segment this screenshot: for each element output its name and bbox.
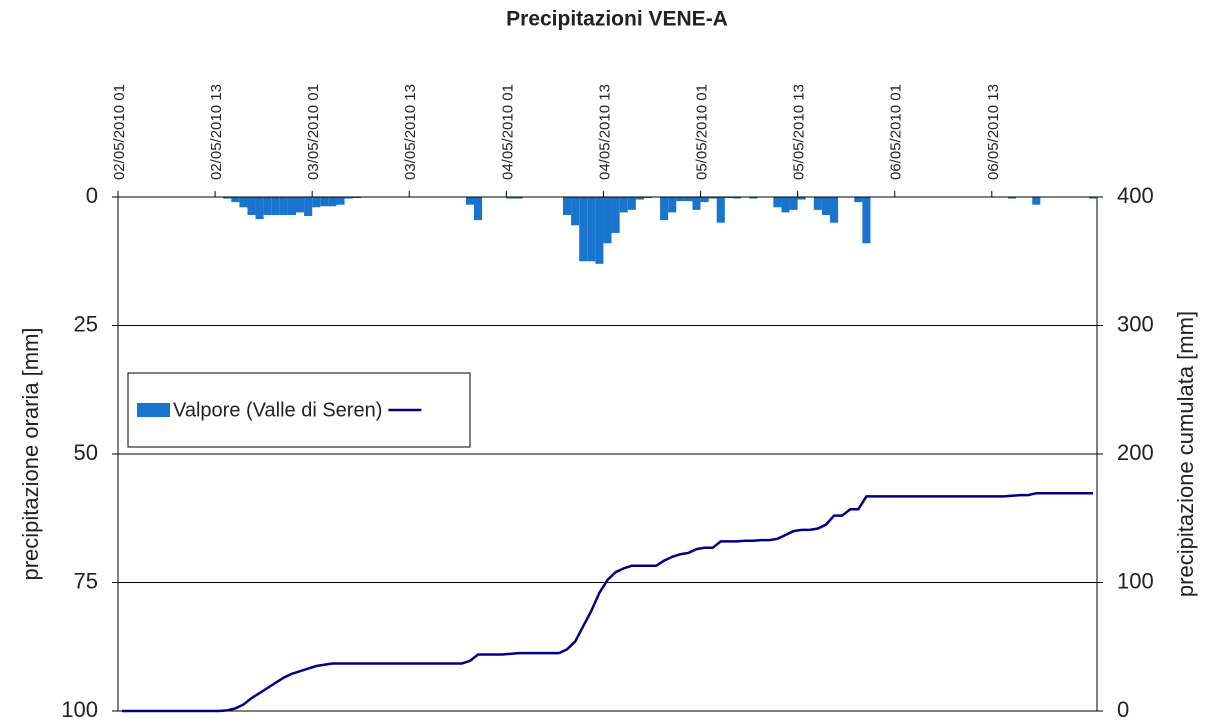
bar <box>595 197 604 264</box>
bar <box>619 197 628 213</box>
bar <box>611 197 620 233</box>
bar <box>223 197 232 199</box>
bar <box>773 197 782 208</box>
x-tick-label: 04/05/2010 01 <box>499 84 516 180</box>
bar <box>724 197 733 199</box>
bar <box>239 197 248 208</box>
x-tick-label: 06/05/2010 01 <box>888 84 905 180</box>
bar <box>668 197 677 213</box>
y2-tick-label: 300 <box>1117 311 1154 336</box>
bar <box>231 197 240 203</box>
y2-tick-label: 200 <box>1117 440 1154 465</box>
bar <box>287 197 296 215</box>
bar <box>789 197 798 210</box>
bar <box>571 197 580 226</box>
bar <box>344 197 353 199</box>
line <box>122 491 1093 713</box>
bar <box>862 197 871 244</box>
bar <box>813 197 822 210</box>
bar <box>474 197 483 221</box>
x-tick-label: 03/05/2010 01 <box>305 84 322 180</box>
bar <box>821 197 830 215</box>
bar <box>587 197 596 262</box>
bar <box>1032 197 1041 205</box>
y-tick-label: 50 <box>74 440 98 465</box>
bar <box>708 197 717 199</box>
bar <box>635 197 644 200</box>
y-tick-label: 25 <box>74 311 98 336</box>
x-tick-label: 03/05/2010 13 <box>402 84 419 180</box>
bar <box>627 197 636 210</box>
bar <box>255 197 264 220</box>
x-tick-label: 02/05/2010 01 <box>111 84 128 180</box>
legend-swatch <box>137 403 170 417</box>
x-tick-label: 05/05/2010 13 <box>791 84 808 180</box>
bar <box>247 197 256 215</box>
y-tick-label: 75 <box>74 568 98 593</box>
y-axis-label: precipitazione oraria [mm] <box>18 327 43 580</box>
legend-label: Valpore (Valle di Seren) <box>173 399 382 421</box>
bar <box>1008 197 1017 199</box>
bar <box>320 197 329 207</box>
y-tick-label: 100 <box>61 697 98 722</box>
x-tick-label: 02/05/2010 13 <box>208 84 225 180</box>
bar <box>749 197 758 199</box>
y2-tick-label: 0 <box>1117 697 1129 722</box>
bar <box>716 197 725 223</box>
bar <box>328 197 337 207</box>
bar <box>514 197 523 199</box>
bar <box>830 197 839 223</box>
bar <box>465 197 474 205</box>
bar <box>676 197 685 202</box>
y2-axis-label: precipitazione cumulata [mm] <box>1173 311 1198 597</box>
y2-tick-label: 400 <box>1117 183 1154 208</box>
x-tick-label: 06/05/2010 13 <box>985 84 1002 180</box>
bar <box>643 197 652 199</box>
x-tick-label: 05/05/2010 01 <box>694 84 711 180</box>
bar <box>263 197 272 215</box>
bar <box>700 197 709 203</box>
bar <box>660 197 669 221</box>
bar <box>271 197 280 215</box>
bar <box>692 197 701 210</box>
bar <box>579 197 588 262</box>
bar <box>279 197 288 215</box>
chart-title: Precipitazioni VENE-A <box>506 8 728 31</box>
y2-tick-label: 100 <box>1117 568 1154 593</box>
bar <box>352 197 361 199</box>
bar <box>797 197 806 200</box>
bar <box>506 197 515 199</box>
bar <box>684 197 693 202</box>
bar <box>312 197 321 208</box>
bar <box>781 197 790 213</box>
x-tick-label: 04/05/2010 13 <box>596 84 613 180</box>
y-tick-label: 0 <box>86 183 98 208</box>
bar <box>304 197 313 217</box>
bar <box>563 197 572 215</box>
bar <box>336 197 345 205</box>
bar <box>296 197 305 213</box>
bar <box>732 197 741 199</box>
bar <box>603 197 612 244</box>
bar <box>1088 197 1097 199</box>
bar <box>854 197 863 203</box>
